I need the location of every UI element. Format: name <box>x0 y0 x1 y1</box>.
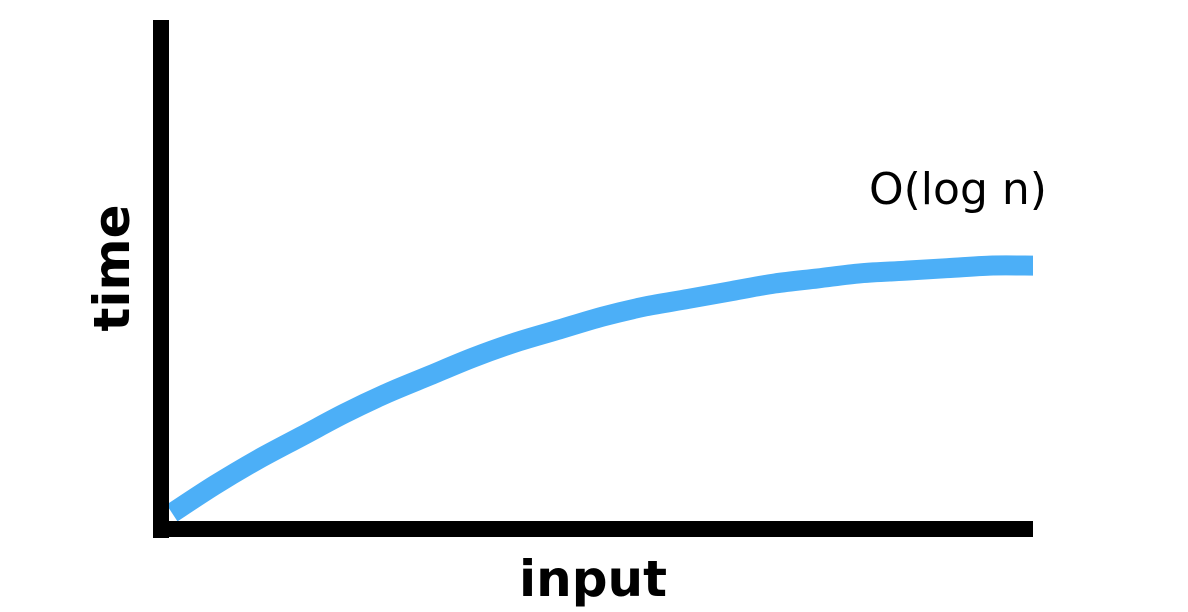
x-axis-title: input <box>519 550 667 608</box>
plot-series <box>166 255 1034 522</box>
series-line-0 <box>166 255 1034 522</box>
y-axis-title: time <box>83 204 141 331</box>
series-label: O(log n) <box>869 164 1047 215</box>
